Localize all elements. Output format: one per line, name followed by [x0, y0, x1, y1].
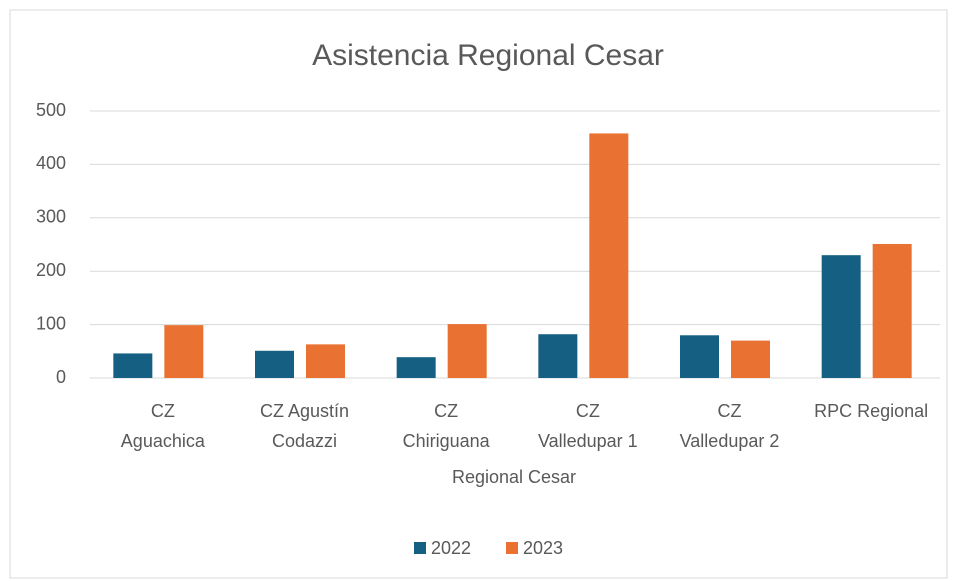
legend-label: 2023: [523, 538, 563, 558]
x-tick-label: CZ Agustín Codazzi: [259, 401, 350, 451]
chart-title: Asistencia Regional Cesar: [312, 39, 664, 72]
bar: [680, 335, 719, 378]
bar: [255, 350, 294, 378]
y-tick-label: 300: [36, 207, 66, 227]
bar: [731, 340, 770, 378]
legend-label: 2022: [431, 538, 471, 558]
bar: [113, 353, 153, 378]
bar: [589, 133, 629, 378]
bar: [447, 324, 487, 378]
bar: [396, 357, 436, 378]
y-tick-label: 500: [36, 100, 66, 120]
y-tick-label: 400: [36, 153, 66, 173]
bar: [538, 334, 578, 378]
bar: [306, 344, 345, 378]
x-axis-label: Regional Cesar: [452, 467, 576, 487]
bar: [872, 243, 912, 378]
x-tick-label: CZ Aguachica: [120, 401, 205, 451]
bar: [164, 325, 204, 378]
x-tick-label: CZ Chiriguana: [402, 401, 490, 451]
x-tick-label: CZ Valledupar 1: [537, 401, 638, 451]
y-tick-label: 200: [36, 260, 66, 280]
y-tick-label: 0: [56, 367, 66, 387]
legend-swatch: [414, 542, 426, 554]
bar: [821, 255, 861, 378]
x-tick-label: RPC Regional: [814, 401, 929, 421]
x-tick-label: CZ Valledupar 2: [679, 401, 780, 451]
legend-swatch: [506, 542, 518, 554]
y-tick-label: 100: [36, 313, 66, 333]
chart-border: [9, 9, 948, 579]
